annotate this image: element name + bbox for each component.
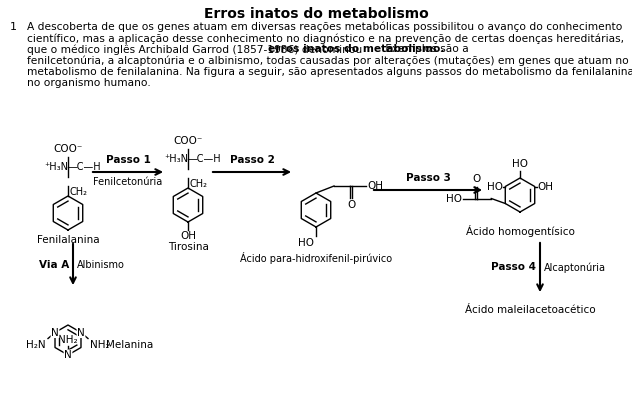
Text: H₂N: H₂N bbox=[27, 341, 46, 351]
Text: N: N bbox=[51, 328, 59, 337]
Text: O: O bbox=[347, 200, 355, 210]
Text: Fenilalanina: Fenilalanina bbox=[37, 235, 99, 245]
Text: COO⁻: COO⁻ bbox=[53, 144, 83, 154]
Text: ⁺H₃N: ⁺H₃N bbox=[44, 162, 68, 172]
Text: NH₂: NH₂ bbox=[58, 335, 78, 345]
Text: Melanina: Melanina bbox=[106, 340, 153, 350]
Text: CH₂: CH₂ bbox=[190, 179, 208, 189]
Text: OH: OH bbox=[538, 181, 554, 191]
Text: Exemplos são a: Exemplos são a bbox=[382, 44, 469, 54]
Text: ⁺H₃N: ⁺H₃N bbox=[164, 154, 188, 164]
Text: CH₂: CH₂ bbox=[70, 187, 88, 197]
Text: Passo 3: Passo 3 bbox=[406, 173, 451, 183]
Text: Albinismo: Albinismo bbox=[77, 260, 125, 270]
Text: Passo 2: Passo 2 bbox=[229, 155, 274, 165]
Text: Erros inatos do metabolismo: Erros inatos do metabolismo bbox=[204, 7, 428, 21]
Text: HO: HO bbox=[298, 238, 314, 248]
Text: O: O bbox=[472, 174, 480, 185]
Text: Via A: Via A bbox=[39, 260, 69, 270]
Text: científico, mas a aplicação desse conhecimento no diagnóstico e na prevenção de : científico, mas a aplicação desse conhec… bbox=[27, 33, 624, 44]
Text: metabolismo de fenilalanina. Na figura a seguir, são apresentados alguns passos : metabolismo de fenilalanina. Na figura a… bbox=[27, 67, 632, 77]
Text: HO: HO bbox=[446, 193, 462, 204]
Text: Passo 4: Passo 4 bbox=[491, 262, 536, 272]
Text: Fenilcetonúria: Fenilcetonúria bbox=[94, 177, 162, 187]
Text: erros inatos do metabolismo.: erros inatos do metabolismo. bbox=[268, 44, 444, 54]
Text: Alcaptonúria: Alcaptonúria bbox=[544, 262, 606, 273]
Text: —C—H: —C—H bbox=[68, 162, 102, 172]
Text: NH₂: NH₂ bbox=[90, 341, 109, 351]
Text: Ácido maleilacetoacético: Ácido maleilacetoacético bbox=[465, 305, 595, 315]
Text: no organismo humano.: no organismo humano. bbox=[27, 78, 151, 88]
Text: A descoberta de que os genes atuam em diversas reações metabólicas possibilitou : A descoberta de que os genes atuam em di… bbox=[27, 22, 623, 33]
Text: OH: OH bbox=[367, 181, 383, 191]
Text: N: N bbox=[77, 328, 85, 337]
Text: Passo 1: Passo 1 bbox=[106, 155, 150, 165]
Text: HO: HO bbox=[487, 182, 503, 192]
Text: Ácido homogentísico: Ácido homogentísico bbox=[466, 225, 574, 237]
Text: HO: HO bbox=[512, 159, 528, 169]
Text: —C—H: —C—H bbox=[188, 154, 222, 164]
Text: fenilcetonúria, a alcaptonúria e o albinismo, todas causadas por alterações (mut: fenilcetonúria, a alcaptonúria e o albin… bbox=[27, 56, 629, 66]
Text: que o médico inglês Archibald Garrod (1857-1936) denominou: que o médico inglês Archibald Garrod (18… bbox=[27, 44, 366, 55]
Text: Tirosina: Tirosina bbox=[167, 242, 209, 252]
Text: OH: OH bbox=[180, 231, 196, 241]
Text: N: N bbox=[64, 350, 72, 360]
Text: COO⁻: COO⁻ bbox=[173, 136, 203, 146]
Text: 1: 1 bbox=[10, 22, 17, 32]
Text: Ácido para-hidroxifenil-pirúvico: Ácido para-hidroxifenil-pirúvico bbox=[240, 252, 392, 264]
